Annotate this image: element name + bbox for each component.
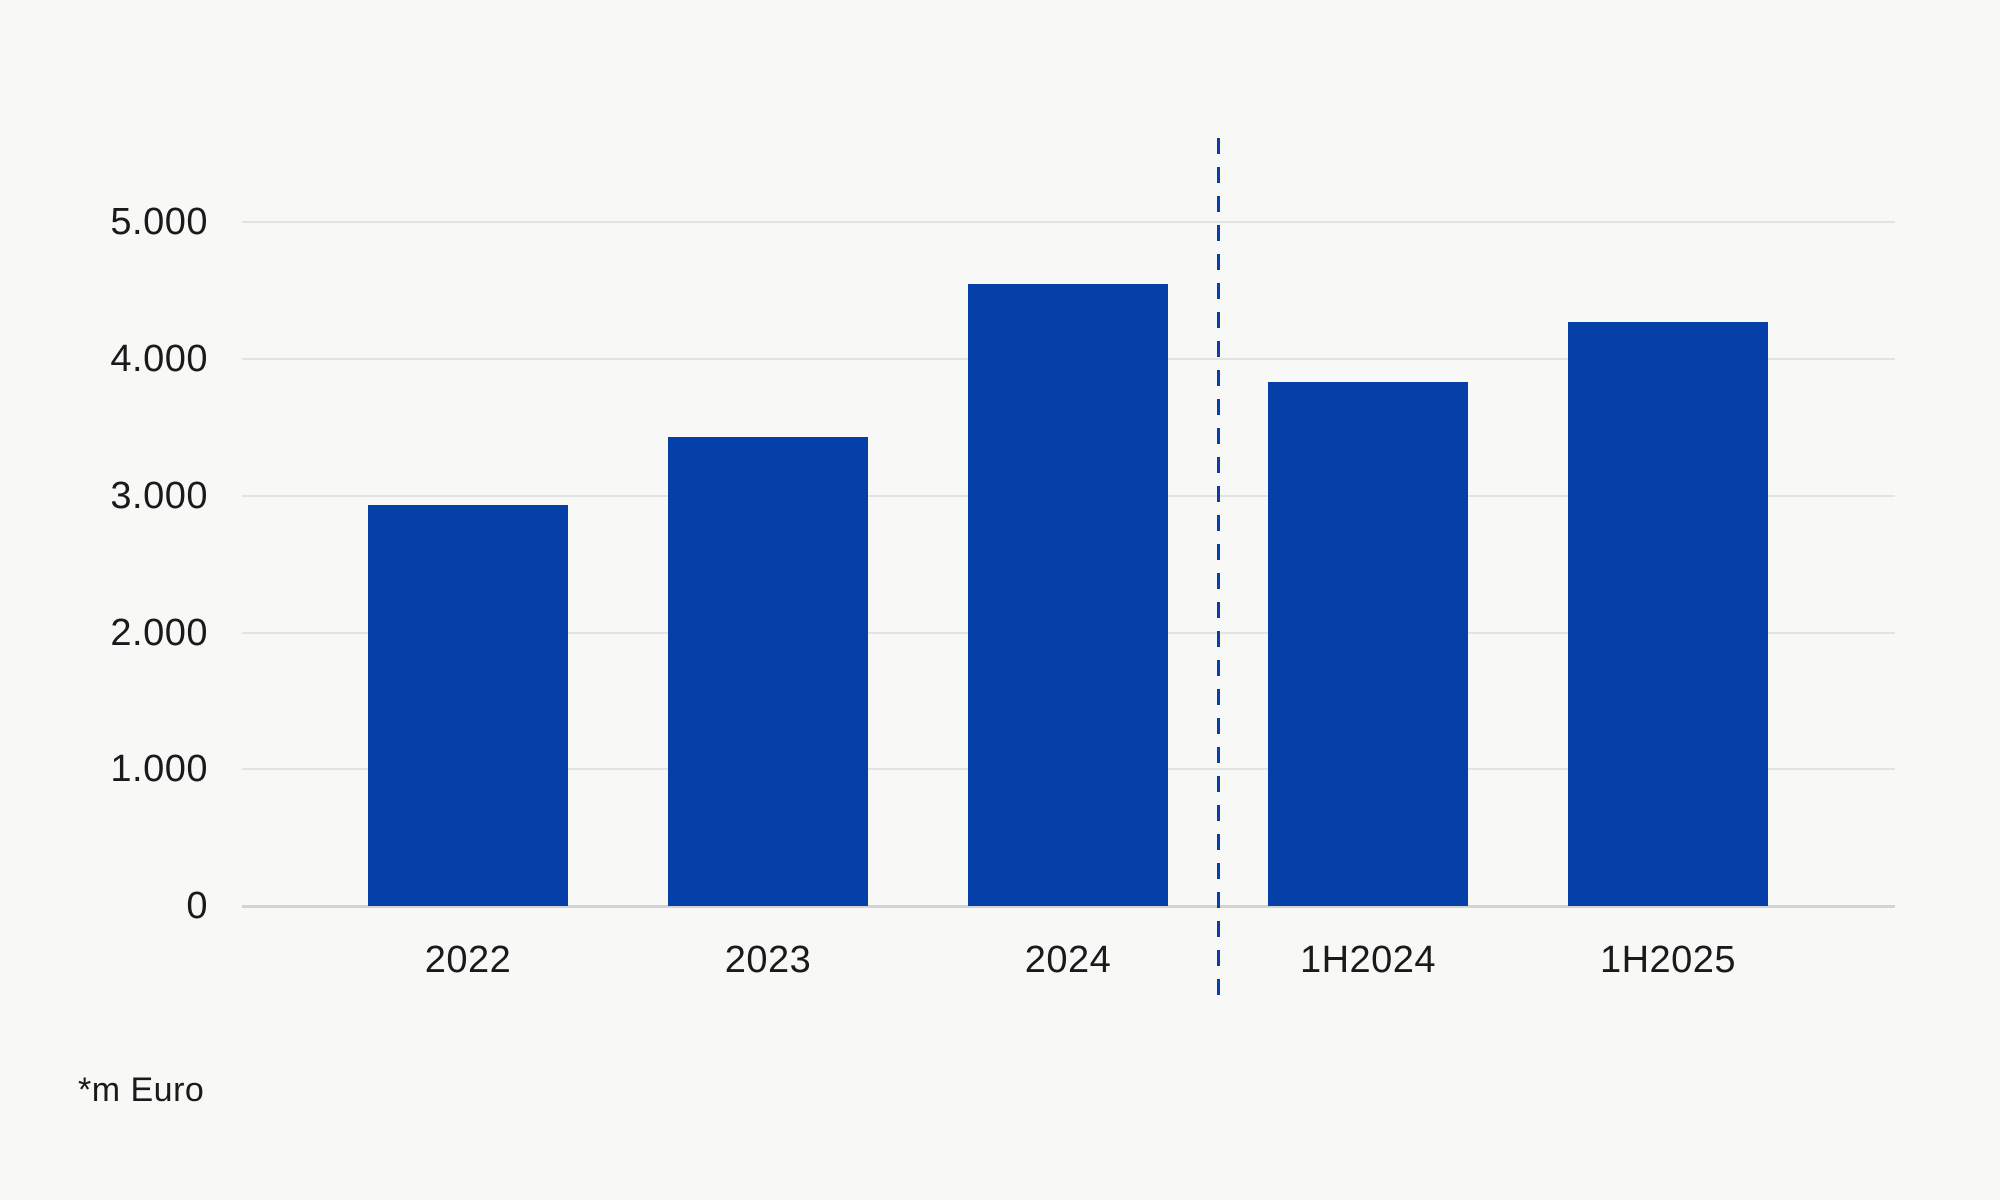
annual-halfyear-separator-dashed-line <box>1217 138 1220 998</box>
bar-1h2025 <box>1568 322 1768 906</box>
bar-2023 <box>668 437 868 906</box>
y-tick-label: 0 <box>186 885 208 927</box>
x-category-label: 1H2024 <box>1299 939 1437 981</box>
bar-2022 <box>368 505 568 906</box>
bar-2024 <box>968 284 1168 906</box>
x-category-label: 2023 <box>724 939 812 981</box>
bar-1h2024 <box>1268 382 1468 906</box>
gridline <box>242 221 1895 223</box>
y-tick-label: 5.000 <box>110 201 208 243</box>
x-category-label: 2022 <box>424 939 512 981</box>
y-tick-label: 3.000 <box>110 475 208 517</box>
unit-footnote: *m Euro <box>78 1071 205 1109</box>
x-category-label: 2024 <box>1024 939 1112 981</box>
x-category-label: 1H2025 <box>1599 939 1737 981</box>
y-tick-label: 1.000 <box>110 748 208 790</box>
y-tick-label: 4.000 <box>110 338 208 380</box>
y-tick-label: 2.000 <box>110 612 208 654</box>
x-axis-baseline <box>242 905 1895 908</box>
